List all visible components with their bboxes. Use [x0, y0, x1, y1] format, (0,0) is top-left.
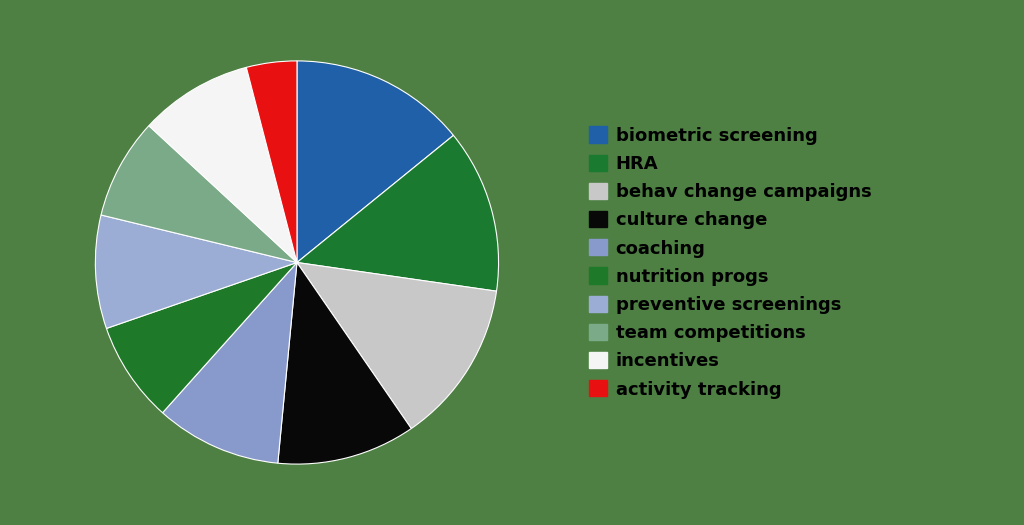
Wedge shape [278, 262, 412, 464]
Wedge shape [148, 67, 297, 262]
Wedge shape [297, 61, 454, 262]
Wedge shape [106, 262, 297, 413]
Wedge shape [247, 61, 297, 262]
Legend: biometric screening, HRA, behav change campaigns, culture change, coaching, nutr: biometric screening, HRA, behav change c… [584, 121, 877, 404]
Wedge shape [163, 262, 297, 463]
Wedge shape [101, 125, 297, 262]
Wedge shape [95, 215, 297, 329]
Wedge shape [297, 135, 499, 291]
Wedge shape [297, 262, 497, 428]
